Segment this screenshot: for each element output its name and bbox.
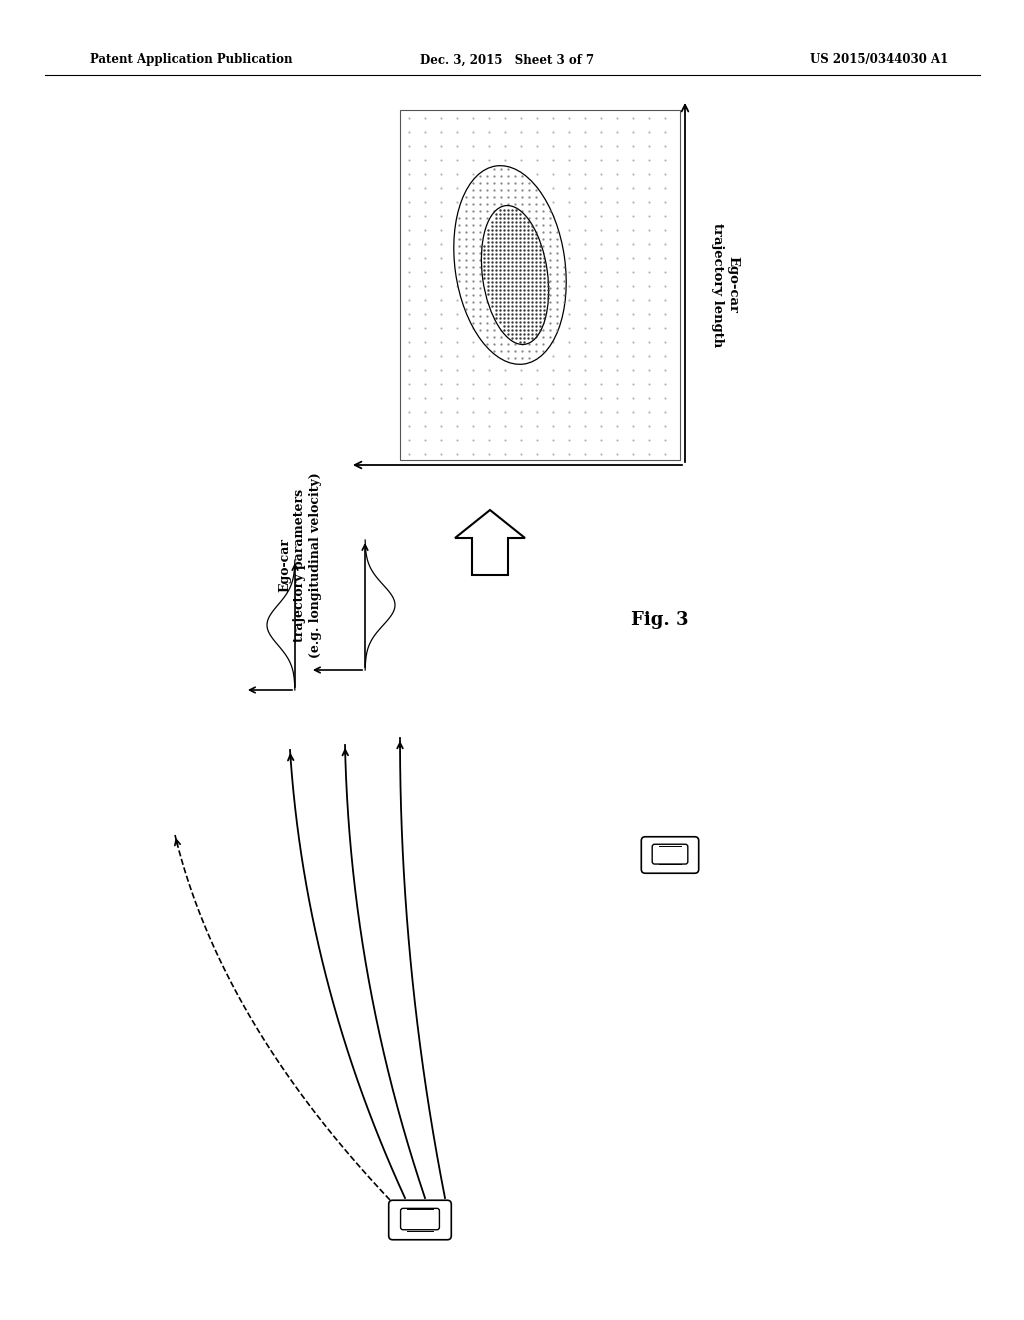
Text: Patent Application Publication: Patent Application Publication	[90, 54, 293, 66]
Bar	[400, 110, 680, 459]
FancyBboxPatch shape	[400, 1208, 439, 1230]
Text: Ego-car
trajectory length: Ego-car trajectory length	[711, 223, 739, 347]
Ellipse shape	[454, 166, 566, 364]
Text: Ego-car
trajectory parameters
(e.g. longitudinal velocity): Ego-car trajectory parameters (e.g. long…	[279, 473, 322, 657]
FancyBboxPatch shape	[641, 837, 698, 874]
Ellipse shape	[481, 206, 549, 345]
Text: US 2015/0344030 A1: US 2015/0344030 A1	[810, 54, 948, 66]
Text: Dec. 3, 2015   Sheet 3 of 7: Dec. 3, 2015 Sheet 3 of 7	[420, 54, 594, 66]
FancyBboxPatch shape	[389, 1200, 452, 1239]
FancyBboxPatch shape	[652, 845, 688, 865]
Polygon shape	[455, 510, 525, 576]
Text: Fig. 3: Fig. 3	[631, 611, 689, 630]
